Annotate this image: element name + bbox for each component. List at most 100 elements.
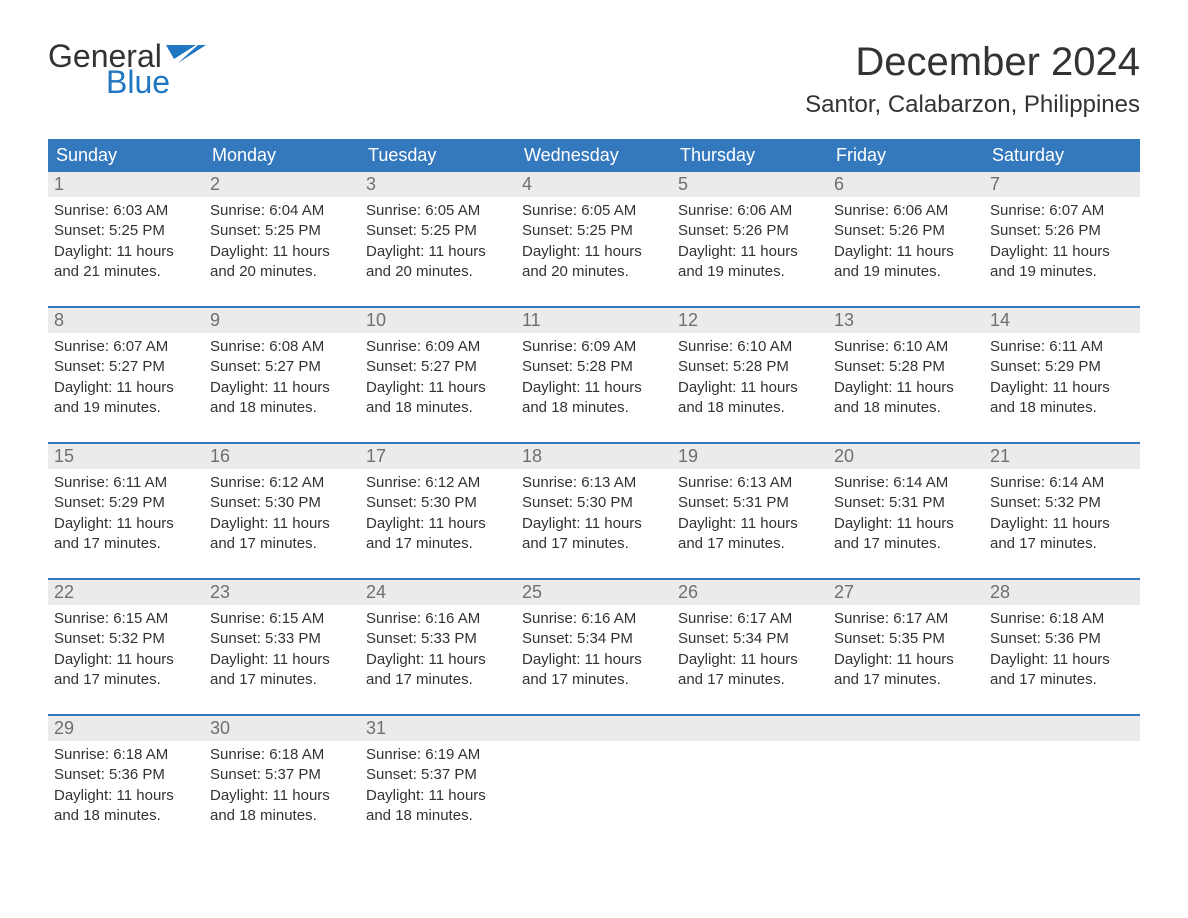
day-d1: Daylight: 11 hours <box>834 514 978 534</box>
page-title: December 2024 <box>805 40 1140 85</box>
day-d1: Daylight: 11 hours <box>54 786 198 806</box>
dow-tuesday: Tuesday <box>360 139 516 172</box>
day-sunset: Sunset: 5:34 PM <box>522 629 666 649</box>
calendar-day: 24Sunrise: 6:16 AMSunset: 5:33 PMDayligh… <box>360 580 516 700</box>
dow-thursday: Thursday <box>672 139 828 172</box>
dow-wednesday: Wednesday <box>516 139 672 172</box>
day-details: Sunrise: 6:18 AMSunset: 5:36 PMDaylight:… <box>48 741 204 826</box>
location-label: Santor, Calabarzon, Philippines <box>805 91 1140 119</box>
day-d2: and 17 minutes. <box>678 670 822 690</box>
day-sunset: Sunset: 5:27 PM <box>54 357 198 377</box>
day-sunrise: Sunrise: 6:05 AM <box>522 201 666 221</box>
calendar-day: 2Sunrise: 6:04 AMSunset: 5:25 PMDaylight… <box>204 172 360 292</box>
day-sunrise: Sunrise: 6:17 AM <box>678 609 822 629</box>
day-d2: and 20 minutes. <box>366 262 510 282</box>
day-sunset: Sunset: 5:31 PM <box>678 493 822 513</box>
day-number: 8 <box>48 308 204 333</box>
day-sunset: Sunset: 5:29 PM <box>54 493 198 513</box>
calendar-day: 16Sunrise: 6:12 AMSunset: 5:30 PMDayligh… <box>204 444 360 564</box>
day-sunset: Sunset: 5:33 PM <box>210 629 354 649</box>
day-d2: and 18 minutes. <box>522 398 666 418</box>
day-details: Sunrise: 6:06 AMSunset: 5:26 PMDaylight:… <box>828 197 984 282</box>
day-sunrise: Sunrise: 6:09 AM <box>366 337 510 357</box>
day-d2: and 17 minutes. <box>990 670 1134 690</box>
day-number: 27 <box>828 580 984 605</box>
calendar-day: 25Sunrise: 6:16 AMSunset: 5:34 PMDayligh… <box>516 580 672 700</box>
day-d1: Daylight: 11 hours <box>522 242 666 262</box>
day-sunset: Sunset: 5:30 PM <box>210 493 354 513</box>
day-sunset: Sunset: 5:25 PM <box>366 221 510 241</box>
day-d1: Daylight: 11 hours <box>678 650 822 670</box>
day-number: 24 <box>360 580 516 605</box>
day-sunset: Sunset: 5:37 PM <box>210 765 354 785</box>
calendar-day: 13Sunrise: 6:10 AMSunset: 5:28 PMDayligh… <box>828 308 984 428</box>
day-sunset: Sunset: 5:28 PM <box>834 357 978 377</box>
day-sunset: Sunset: 5:35 PM <box>834 629 978 649</box>
day-sunset: Sunset: 5:29 PM <box>990 357 1134 377</box>
calendar-day: 4Sunrise: 6:05 AMSunset: 5:25 PMDaylight… <box>516 172 672 292</box>
day-number: 16 <box>204 444 360 469</box>
calendar-day: 9Sunrise: 6:08 AMSunset: 5:27 PMDaylight… <box>204 308 360 428</box>
day-sunrise: Sunrise: 6:11 AM <box>990 337 1134 357</box>
day-details: Sunrise: 6:14 AMSunset: 5:32 PMDaylight:… <box>984 469 1140 554</box>
day-sunset: Sunset: 5:36 PM <box>990 629 1134 649</box>
day-number <box>516 716 672 741</box>
day-sunrise: Sunrise: 6:19 AM <box>366 745 510 765</box>
day-details: Sunrise: 6:15 AMSunset: 5:32 PMDaylight:… <box>48 605 204 690</box>
calendar-day: 21Sunrise: 6:14 AMSunset: 5:32 PMDayligh… <box>984 444 1140 564</box>
day-d1: Daylight: 11 hours <box>834 378 978 398</box>
calendar-day: 8 Sunrise: 6:07 AMSunset: 5:27 PMDaylight… <box>48 308 204 428</box>
day-d2: and 18 minutes. <box>54 806 198 826</box>
day-number: 5 <box>672 172 828 197</box>
day-number: 21 <box>984 444 1140 469</box>
day-d2: and 17 minutes. <box>522 534 666 554</box>
day-details: Sunrise: 6:15 AMSunset: 5:33 PMDaylight:… <box>204 605 360 690</box>
day-sunset: Sunset: 5:31 PM <box>834 493 978 513</box>
day-d1: Daylight: 11 hours <box>834 242 978 262</box>
day-d1: Daylight: 11 hours <box>990 514 1134 534</box>
calendar-day: 7Sunrise: 6:07 AMSunset: 5:26 PMDaylight… <box>984 172 1140 292</box>
day-sunrise: Sunrise: 6:03 AM <box>54 201 198 221</box>
day-d1: Daylight: 11 hours <box>834 650 978 670</box>
title-block: December 2024 Santor, Calabarzon, Philip… <box>805 40 1140 119</box>
day-d1: Daylight: 11 hours <box>366 786 510 806</box>
calendar-day: 11Sunrise: 6:09 AMSunset: 5:28 PMDayligh… <box>516 308 672 428</box>
day-d1: Daylight: 11 hours <box>54 378 198 398</box>
dow-monday: Monday <box>204 139 360 172</box>
day-number: 29 <box>48 716 204 741</box>
day-number: 1 <box>48 172 204 197</box>
day-number: 7 <box>984 172 1140 197</box>
day-d1: Daylight: 11 hours <box>990 378 1134 398</box>
day-d1: Daylight: 11 hours <box>210 650 354 670</box>
day-details: Sunrise: 6:04 AMSunset: 5:25 PMDaylight:… <box>204 197 360 282</box>
day-d2: and 17 minutes. <box>522 670 666 690</box>
calendar-day <box>516 716 672 836</box>
day-d2: and 18 minutes. <box>210 806 354 826</box>
day-sunset: Sunset: 5:28 PM <box>522 357 666 377</box>
day-d1: Daylight: 11 hours <box>990 242 1134 262</box>
day-sunrise: Sunrise: 6:06 AM <box>834 201 978 221</box>
day-d2: and 18 minutes. <box>210 398 354 418</box>
day-details: Sunrise: 6:13 AMSunset: 5:31 PMDaylight:… <box>672 469 828 554</box>
day-sunrise: Sunrise: 6:11 AM <box>54 473 198 493</box>
day-sunset: Sunset: 5:25 PM <box>522 221 666 241</box>
day-details: Sunrise: 6:10 AMSunset: 5:28 PMDaylight:… <box>828 333 984 418</box>
day-d2: and 19 minutes. <box>990 262 1134 282</box>
day-number: 26 <box>672 580 828 605</box>
day-sunrise: Sunrise: 6:05 AM <box>366 201 510 221</box>
day-details: Sunrise: 6:13 AMSunset: 5:30 PMDaylight:… <box>516 469 672 554</box>
day-details: Sunrise: 6:05 AMSunset: 5:25 PMDaylight:… <box>516 197 672 282</box>
day-d1: Daylight: 11 hours <box>366 378 510 398</box>
day-sunrise: Sunrise: 6:12 AM <box>366 473 510 493</box>
day-sunset: Sunset: 5:26 PM <box>678 221 822 241</box>
day-sunrise: Sunrise: 6:07 AM <box>54 337 198 357</box>
day-number: 25 <box>516 580 672 605</box>
day-sunrise: Sunrise: 6:06 AM <box>678 201 822 221</box>
day-d1: Daylight: 11 hours <box>522 650 666 670</box>
day-d2: and 17 minutes. <box>366 670 510 690</box>
day-d2: and 17 minutes. <box>990 534 1134 554</box>
day-details: Sunrise: 6:14 AMSunset: 5:31 PMDaylight:… <box>828 469 984 554</box>
day-details: Sunrise: 6:18 AMSunset: 5:37 PMDaylight:… <box>204 741 360 826</box>
calendar-day: 23Sunrise: 6:15 AMSunset: 5:33 PMDayligh… <box>204 580 360 700</box>
day-d1: Daylight: 11 hours <box>522 378 666 398</box>
